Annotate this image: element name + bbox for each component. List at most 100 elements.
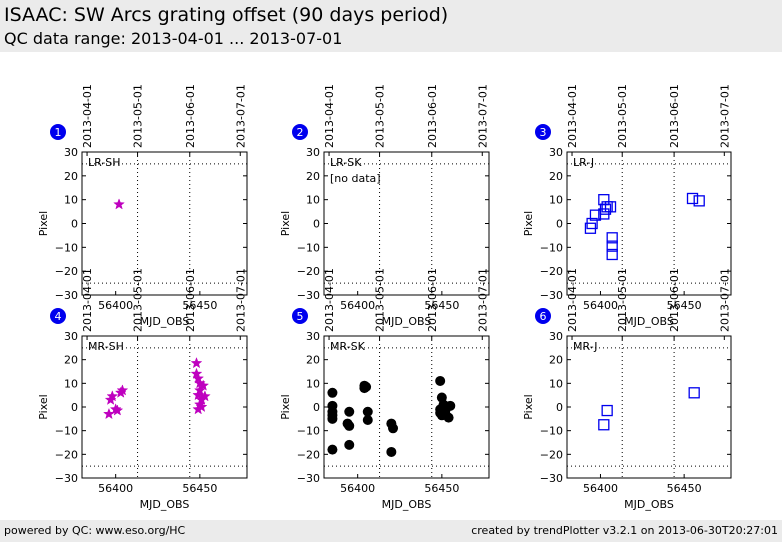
- panel-number-badge: [50, 308, 66, 324]
- y-tick-label: −20: [297, 265, 320, 278]
- data-point-star: [192, 372, 205, 384]
- x-tick-label: 56400: [583, 482, 618, 495]
- top-date-label: 2013-06-01: [426, 84, 439, 148]
- top-date-label: 2013-06-01: [668, 268, 681, 332]
- top-date-label: 2013-05-01: [616, 268, 629, 332]
- y-tick-label: 20: [549, 170, 563, 183]
- data-point-star: [190, 357, 203, 369]
- top-date-label: 2013-07-01: [476, 84, 489, 148]
- data-point-circle: [327, 444, 338, 455]
- x-tick-label: 56450: [424, 482, 459, 495]
- x-tick-label: 56450: [182, 299, 217, 312]
- data-point-star: [116, 384, 129, 396]
- y-tick-label: 20: [549, 354, 563, 367]
- top-date-label: 2013-06-01: [426, 268, 439, 332]
- y-tick-label: 30: [549, 146, 563, 159]
- footer-credit: powered by QC: www.eso.org/HC: [4, 524, 186, 537]
- y-tick-label: 30: [306, 146, 320, 159]
- top-date-label: 2013-04-01: [566, 84, 579, 148]
- panel-number: 6: [540, 310, 547, 323]
- y-tick-label: 10: [549, 194, 563, 207]
- y-tick-label: 10: [549, 377, 563, 390]
- data-point-star: [197, 379, 210, 391]
- y-tick-label: −20: [540, 265, 563, 278]
- panel-number: 1: [55, 126, 62, 139]
- data-point-star: [190, 367, 203, 379]
- top-date-label: 2013-05-01: [374, 84, 387, 148]
- panel-number-badge: [292, 308, 308, 324]
- data-point-square: [598, 419, 610, 431]
- panel-number-badge: [50, 124, 66, 140]
- subplot-5: −30 −20 −10 0 10 20 30 56400 56450 2013-04-01 2013…: [279, 268, 490, 511]
- panel-label: LR-SH: [88, 156, 121, 169]
- data-point-square: [693, 195, 705, 207]
- data-point-square: [688, 387, 700, 399]
- subplot-4: −30 −20 −10 0 10 20 30 56400 56450 2013-04-01 2013…: [37, 268, 248, 511]
- y-tick-label: 10: [306, 377, 320, 390]
- x-axis-label: MJD_OBS: [140, 315, 190, 328]
- data-point-circle: [344, 406, 355, 417]
- top-date-label: 2013-07-01: [476, 268, 489, 332]
- data-point-circle: [361, 381, 372, 392]
- x-axis-label: MJD_OBS: [140, 498, 190, 511]
- x-tick-label: 56400: [98, 482, 133, 495]
- panel-number: 5: [297, 310, 304, 323]
- top-date-label: 2013-04-01: [81, 268, 94, 332]
- y-axis-label: Pixel: [279, 211, 292, 236]
- data-point-circle: [386, 446, 397, 457]
- top-date-label: 2013-07-01: [234, 268, 247, 332]
- data-point-circle: [362, 415, 373, 426]
- y-tick-label: −30: [55, 289, 78, 302]
- y-tick-label: 10: [64, 194, 78, 207]
- panel-number: 4: [55, 310, 62, 323]
- panel-number: 3: [540, 126, 547, 139]
- data-point-square: [601, 404, 613, 417]
- data-point-circle: [445, 400, 456, 411]
- data-point-circle: [435, 375, 446, 386]
- y-tick-label: −30: [297, 289, 320, 302]
- y-axis-label: Pixel: [522, 394, 535, 419]
- top-date-label: 2013-07-01: [718, 84, 731, 148]
- data-point-square: [589, 209, 602, 221]
- top-date-label: 2013-05-01: [616, 84, 629, 148]
- y-tick-label: 20: [64, 170, 78, 183]
- top-date-label: 2013-04-01: [566, 268, 579, 332]
- top-date-label: 2013-04-01: [81, 84, 94, 148]
- y-tick-label: −30: [55, 472, 78, 485]
- y-axis-label: Pixel: [37, 394, 50, 419]
- data-point-star: [199, 390, 211, 402]
- y-tick-label: −10: [540, 241, 563, 254]
- data-point-square: [606, 248, 618, 261]
- top-date-label: 2013-06-01: [184, 268, 197, 332]
- top-date-label: 2013-07-01: [234, 84, 247, 148]
- y-axis-label: Pixel: [279, 394, 292, 419]
- y-tick-label: 30: [306, 330, 320, 343]
- data-point-circle: [443, 412, 454, 423]
- y-tick-label: 30: [549, 330, 563, 343]
- x-tick-label: 56450: [424, 299, 459, 312]
- page-title: ISAAC: SW Arcs grating offset (90 days p…: [4, 4, 449, 26]
- top-date-label: 2013-06-01: [668, 84, 681, 148]
- y-tick-label: −20: [55, 265, 78, 278]
- top-date-label: 2013-04-01: [323, 268, 336, 332]
- data-point-star: [106, 390, 119, 402]
- plot-frame: [81, 335, 248, 479]
- data-point-square: [598, 194, 610, 206]
- y-tick-label: −10: [297, 241, 320, 254]
- footer-generator: created by trendPlotter v3.2.1 on 2013-0…: [471, 524, 778, 537]
- panel-label: MR-J: [573, 340, 598, 353]
- x-tick-label: 56400: [340, 299, 375, 312]
- data-point-circle: [362, 406, 373, 417]
- data-point-square: [686, 192, 699, 205]
- x-axis-label: MJD_OBS: [382, 315, 432, 328]
- subplot-1: −30 −20 −10 0 10 20 30 56400 56450 2013-04-01 2013…: [37, 84, 248, 328]
- data-point-star: [193, 384, 206, 396]
- y-tick-label: 30: [64, 146, 78, 159]
- data-point-square: [604, 201, 617, 213]
- y-tick-label: −20: [297, 448, 320, 461]
- page-subtitle: QC data range: 2013-04-01 ... 2013-07-01: [4, 29, 343, 48]
- data-point-square: [606, 240, 618, 252]
- top-date-label: 2013-05-01: [374, 268, 387, 332]
- y-tick-label: 10: [306, 194, 320, 207]
